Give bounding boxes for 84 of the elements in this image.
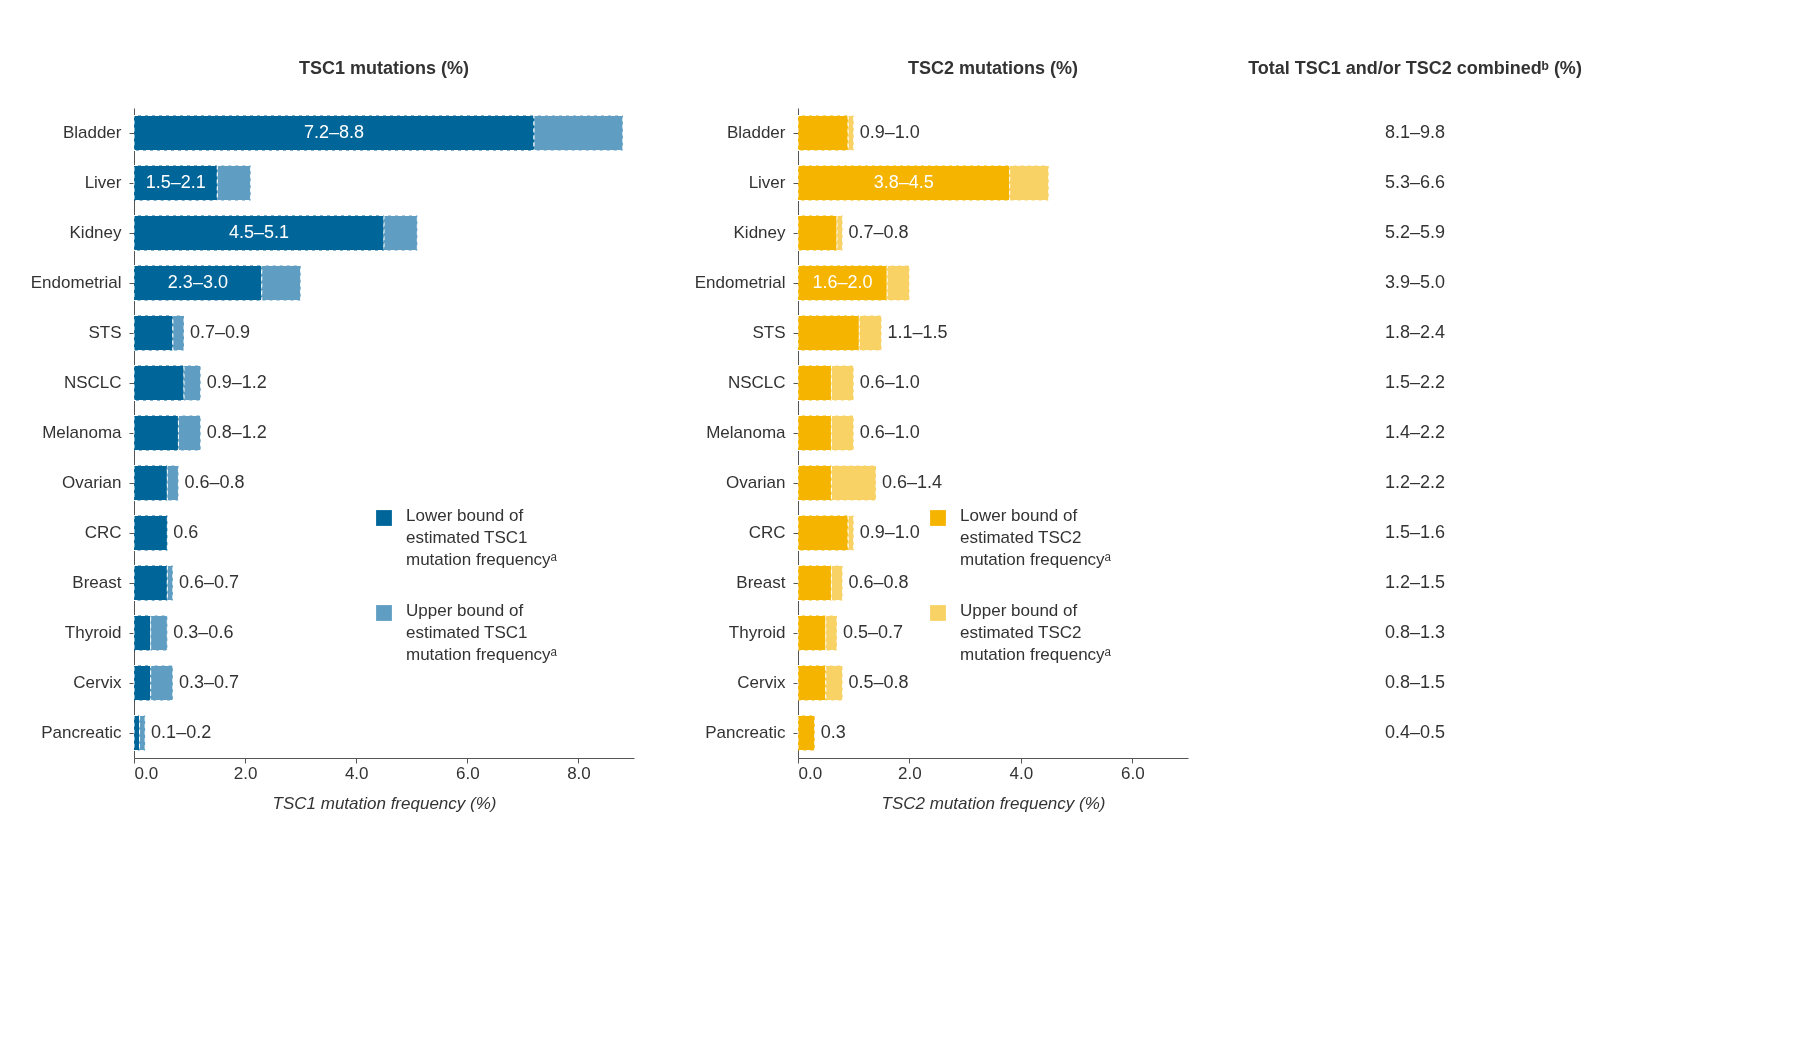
x-tick-label: 0.0 xyxy=(798,763,823,783)
text: 0.3–0.7 xyxy=(178,672,239,692)
legend-label: Lower bound of estimated TSC2 mutation frequencyᵃ xyxy=(960,506,1112,569)
bar xyxy=(133,515,168,551)
y-tick-label: Melanoma xyxy=(42,423,123,442)
y-tick-label: Cervix xyxy=(73,673,122,692)
text: 3.9–5.0 xyxy=(1384,272,1446,292)
y-tick-label: Endometrial xyxy=(30,273,122,292)
text: 0.8–1.5 xyxy=(1384,672,1446,692)
y-tick-label: Bladder xyxy=(62,123,122,142)
x-axis-title: TSC1 mutation frequency (%) xyxy=(272,793,497,813)
text: Total TSC1 and/or TSC2 combinedᵇ (%) xyxy=(1248,58,1582,78)
text: 1.6–2.0 xyxy=(812,272,873,292)
x-tick-label: 2.0 xyxy=(233,763,258,783)
y-tick-label: Kidney xyxy=(69,223,122,242)
y-tick-label: Thyroid xyxy=(64,623,122,642)
y-tick-label: Breast xyxy=(72,573,122,592)
text: 0.6–1.0 xyxy=(859,422,920,442)
text: 0.6–1.0 xyxy=(859,372,920,392)
y-tick-label: Ovarian xyxy=(61,473,122,492)
text: 7.2–8.8 xyxy=(303,122,365,142)
x-tick-label: 6.0 xyxy=(456,763,480,783)
x-tick-label: 2.0 xyxy=(898,763,922,783)
text: 1.2–2.2 xyxy=(1384,472,1446,492)
x-tick-label: 4.0 xyxy=(1009,763,1034,783)
y-tick-label: Pancreatic xyxy=(705,723,786,742)
y-tick-label: NSCLC xyxy=(63,373,122,392)
y-tick-label: Ovarian xyxy=(725,473,786,492)
text: 1.5–2.1 xyxy=(145,172,206,192)
y-tick-label: Breast xyxy=(736,573,786,592)
y-tick-label: Thyroid xyxy=(728,623,786,642)
y-tick-label: CRC xyxy=(748,523,786,542)
y-tick-label: Bladder xyxy=(726,123,786,142)
x-tick-label: 4.0 xyxy=(344,763,369,783)
y-tick-label: Cervix xyxy=(737,673,786,692)
text: 1.2–1.5 xyxy=(1384,572,1446,592)
x-tick-label: 0.0 xyxy=(134,763,159,783)
text: 0.6 xyxy=(173,522,199,542)
text: 0.9–1.2 xyxy=(206,372,267,392)
text: 0.3–0.6 xyxy=(173,622,234,642)
text: 0.6–1.4 xyxy=(882,472,943,492)
text: 1.8–2.4 xyxy=(1384,322,1446,342)
y-tick-label: Liver xyxy=(84,173,122,192)
x-tick-label: 6.0 xyxy=(1120,763,1145,783)
y-tick-label: CRC xyxy=(84,523,122,542)
text: 0.3 xyxy=(820,722,846,742)
y-tick-label: Liver xyxy=(748,173,786,192)
y-tick-label: Kidney xyxy=(733,223,786,242)
y-tick-label: STS xyxy=(752,323,786,342)
text: 0.8–1.3 xyxy=(1384,622,1446,642)
text: 1.5–2.2 xyxy=(1384,372,1446,392)
text: 0.5–0.8 xyxy=(848,672,909,692)
text: 4.5–5.1 xyxy=(228,222,290,242)
legend-label: Upper bound of estimated TSC1 mutation frequencyᵃ xyxy=(406,601,558,664)
legend-label: Lower bound of estimated TSC1 mutation frequencyᵃ xyxy=(406,506,558,569)
chart-title: TSC2 mutations (%) xyxy=(907,58,1079,78)
text: 1.4–2.2 xyxy=(1384,422,1446,442)
y-tick-label: Endometrial xyxy=(694,273,786,292)
text: 0.9–1.0 xyxy=(859,522,920,542)
y-tick-label: Melanoma xyxy=(706,423,787,442)
text: 0.1–0.2 xyxy=(151,722,212,742)
y-tick-label: STS xyxy=(88,323,122,342)
text: 1.1–1.5 xyxy=(887,322,948,342)
text: 2.3–3.0 xyxy=(167,272,228,292)
x-tick-label: 8.0 xyxy=(567,763,591,783)
text: 0.4–0.5 xyxy=(1384,722,1446,742)
y-tick-label: Pancreatic xyxy=(41,723,122,742)
y-tick-label: NSCLC xyxy=(727,373,786,392)
text: 0.8–1.2 xyxy=(206,422,267,442)
text: 0.9–1.0 xyxy=(859,122,920,142)
text: 0.6–0.7 xyxy=(178,572,239,592)
x-axis-title: TSC2 mutation frequency (%) xyxy=(881,793,1106,813)
text: 0.5–0.7 xyxy=(843,622,904,642)
text: 5.2–5.9 xyxy=(1384,222,1446,242)
text: 3.8–4.5 xyxy=(873,172,934,192)
text: 1.5–1.6 xyxy=(1384,522,1446,542)
chart-title: TSC1 mutations (%) xyxy=(298,58,470,78)
text: 8.1–9.8 xyxy=(1384,122,1446,142)
text: 0.6–0.8 xyxy=(848,572,909,592)
text: 0.6–0.8 xyxy=(184,472,245,492)
text: 0.7–0.8 xyxy=(848,222,909,242)
text: 0.7–0.9 xyxy=(190,322,251,342)
text: 5.3–6.6 xyxy=(1384,172,1446,192)
legend-label: Upper bound of estimated TSC2 mutation frequencyᵃ xyxy=(960,601,1112,664)
